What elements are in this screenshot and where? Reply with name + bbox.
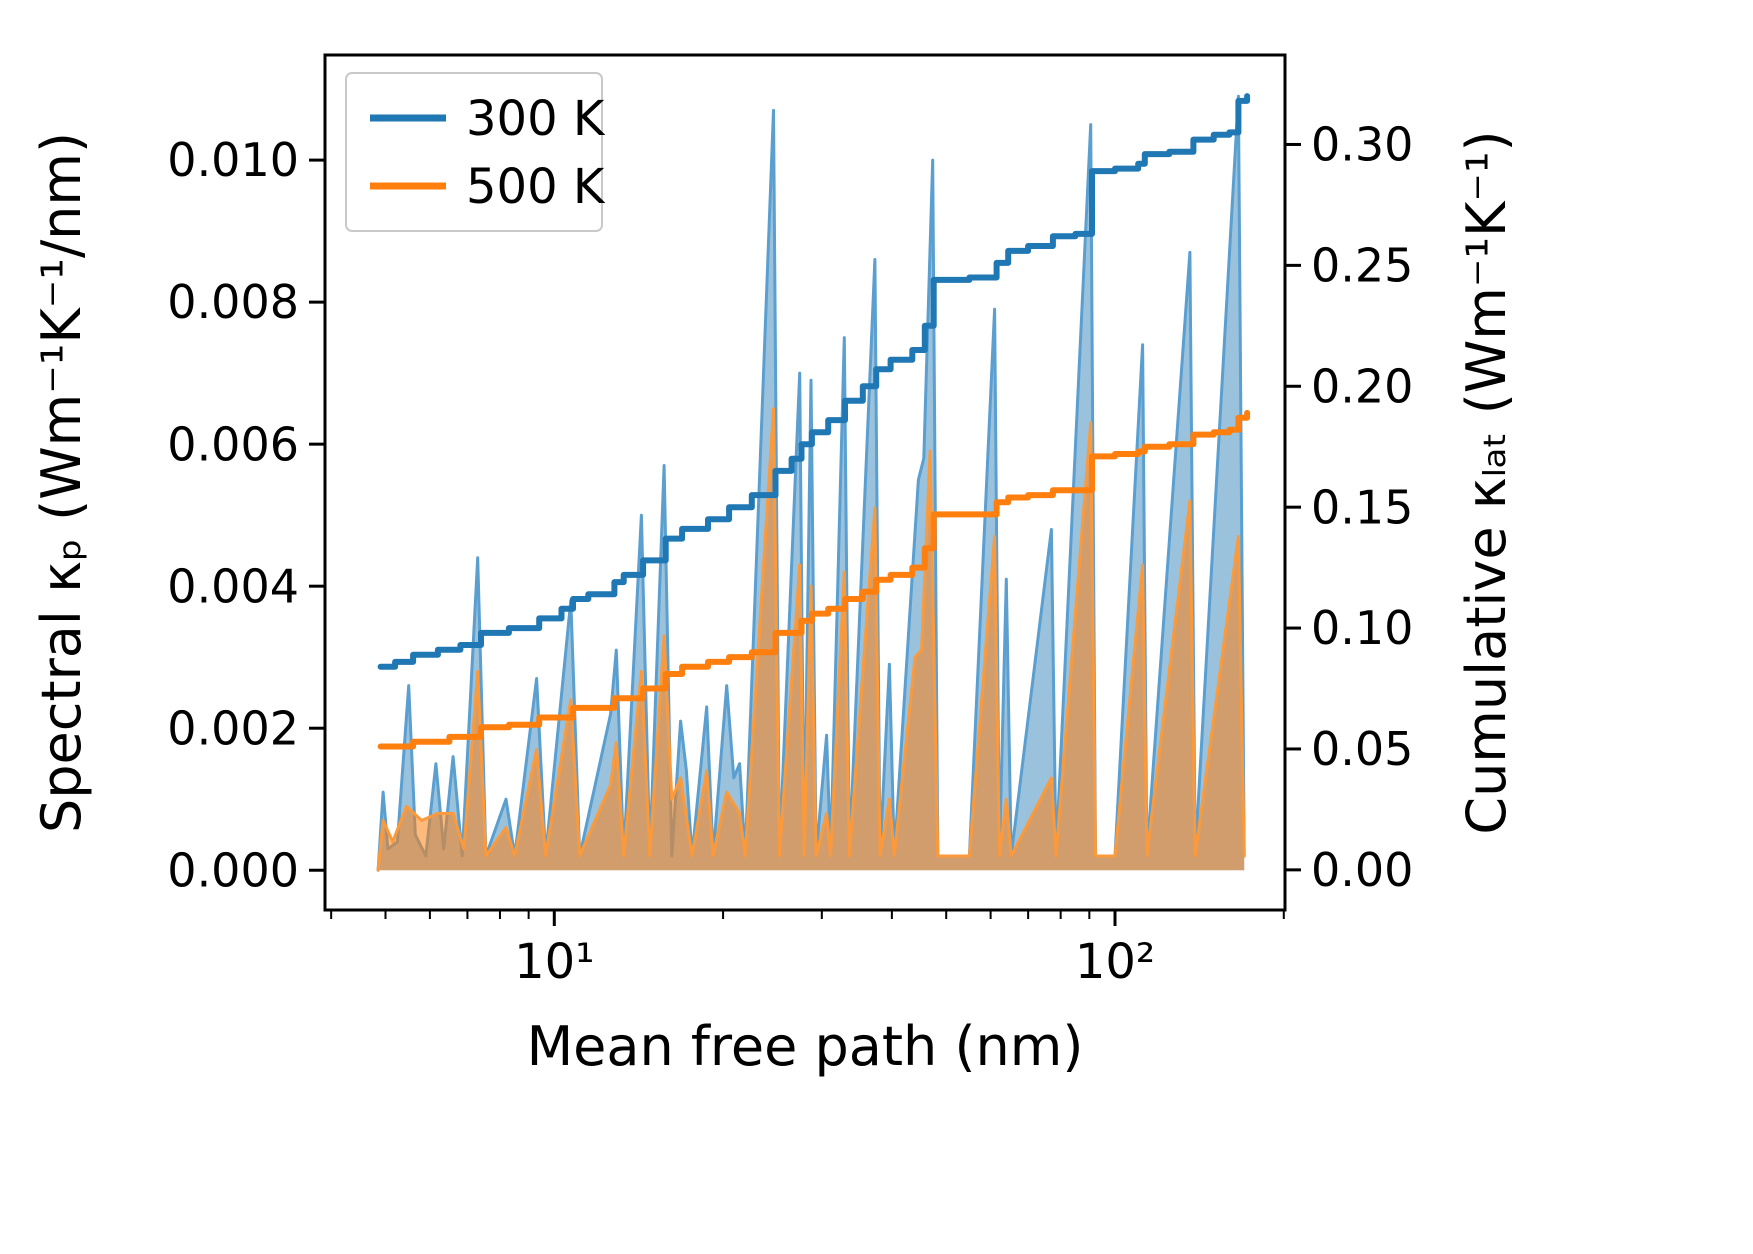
series-500-k-spectral [376,407,1246,872]
y-left-tick-label: 0.000 [167,843,299,897]
y-left-tick-label: 0.002 [167,701,299,755]
x-axis-label: Mean free path (nm) [527,1015,1084,1078]
x-axis: 10¹ 10² Mean free path (nm) [330,910,1285,1078]
axes-spines [323,53,1287,912]
y-left-tick-label: 0.006 [167,417,299,471]
y-right-tick-label: 0.15 [1311,480,1413,534]
y-right-tick-label: 0.25 [1311,238,1413,292]
y-right-tick-label: 0.30 [1311,118,1413,172]
y-right-tick-label: 0.05 [1311,722,1413,776]
x-tick-label: 10² [1075,934,1155,990]
y-axis-left: 0.000 0.002 0.004 0.006 0.008 0.010 Spectral κ… [30,132,325,897]
legend: 300 K 500 K [345,72,606,232]
y-left-tick-label: 0.008 [167,275,299,329]
plot-area [376,93,1251,872]
series-500-k-cumulative [377,409,1251,750]
y-right-tick-label: 0.20 [1311,359,1413,413]
y-left-tick-label: 0.010 [167,133,299,187]
x-tick-label: 10¹ [514,934,594,990]
y-axis-right: 0.00 0.05 0.10 0.15 0.20 0.25 0.30 Cumulative κ… [1285,118,1518,897]
y-left-axis-label: Spectral κₚ (Wm⁻¹K⁻¹/nm) [30,132,93,833]
y-right-tick-label: 0.10 [1311,601,1413,655]
series-300-k-cumulative [377,93,1251,670]
legend-box [345,72,603,232]
y-left-tick-label: 0.004 [167,559,299,613]
y-right-tick-label: 0.00 [1311,843,1413,897]
y-right-axis-label: Cumulative κₗₐₜ (Wm⁻¹K⁻¹) [1455,130,1518,834]
legend-label: 300 K [466,91,606,147]
legend-label: 500 K [466,159,606,215]
